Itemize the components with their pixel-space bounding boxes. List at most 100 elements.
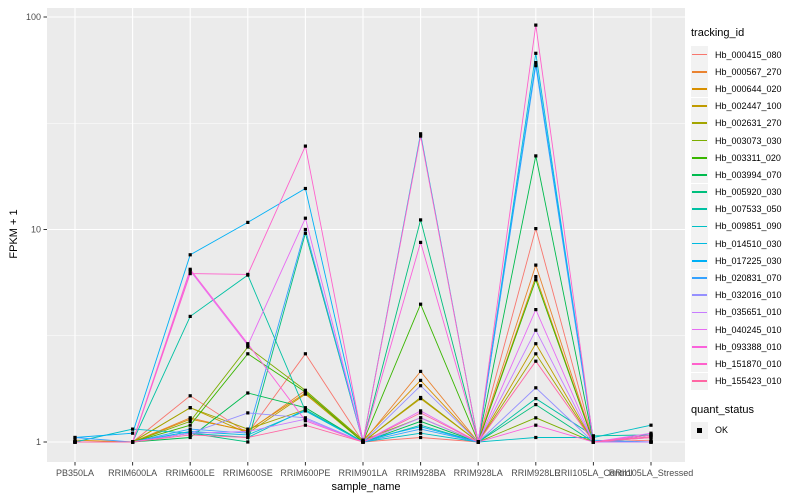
data-point	[246, 433, 250, 437]
data-point	[534, 278, 538, 282]
data-point	[534, 263, 538, 267]
data-point	[649, 435, 653, 439]
data-point	[188, 394, 192, 398]
data-point	[591, 440, 595, 444]
legend-label: OK	[715, 425, 729, 436]
data-point	[246, 431, 250, 435]
legend-item-Hb_020831_070: Hb_020831_070	[691, 269, 799, 287]
data-point	[303, 227, 307, 232]
x-tick-label: RRIM600PE	[280, 468, 330, 478]
x-tick-label: RRIM600LE	[166, 468, 215, 478]
data-point	[649, 431, 653, 435]
data-point	[591, 438, 595, 442]
data-point	[303, 423, 307, 427]
legend-label: Hb_000644_020	[715, 83, 782, 94]
x-tick-label: RRIM901LA	[338, 468, 387, 478]
x-tick-label: RRII105LA_Control	[554, 468, 632, 478]
data-point	[188, 419, 192, 423]
legend-item-Hb_003073_030: Hb_003073_030	[691, 132, 799, 150]
legend-color-items: Hb_000415_080 Hb_000567_270 Hb_000644_020 H…	[691, 46, 799, 390]
filled-square-icon	[697, 428, 702, 433]
legend-label: Hb_002631_270	[715, 118, 782, 129]
legend-item-Hb_000644_020: Hb_000644_020	[691, 80, 799, 98]
data-point	[188, 314, 192, 318]
data-point	[419, 427, 423, 431]
x-axis-title: sample_name	[331, 481, 401, 493]
data-point	[188, 427, 192, 431]
data-point	[419, 411, 423, 415]
legend-key	[691, 132, 708, 150]
legend-item-Hb_093388_010: Hb_093388_010	[691, 338, 799, 356]
data-point	[591, 435, 595, 440]
legend-key	[691, 303, 708, 321]
legend-key	[691, 372, 708, 390]
legend-label: Hb_003073_030	[715, 135, 782, 146]
legend-key	[691, 63, 708, 81]
legend-item-Hb_017225_030: Hb_017225_030	[691, 252, 799, 270]
legend-label: Hb_003994_070	[715, 169, 782, 180]
legend: tracking_id Hb_000415_080 Hb_000567_270 Hb…	[691, 27, 799, 439]
data-point	[188, 406, 192, 410]
data-point	[303, 186, 307, 191]
data-point	[188, 423, 192, 427]
legend-label: Hb_151870_010	[715, 358, 782, 369]
legend-label: Hb_003311_020	[715, 152, 781, 163]
data-point	[419, 384, 423, 388]
data-point	[246, 435, 250, 440]
legend-line-swatch	[692, 328, 707, 331]
x-tick-label: PB350LA	[56, 468, 94, 478]
y-tick-label: 1	[36, 437, 41, 447]
legend-line-swatch	[692, 225, 707, 228]
data-point	[419, 409, 423, 413]
legend-label: Hb_002447_100	[715, 101, 782, 112]
data-point	[591, 434, 595, 438]
data-point	[188, 253, 192, 257]
x-tick-label: RRIM600SE	[223, 468, 273, 478]
legend-line-swatch	[692, 277, 707, 279]
x-tick-label: RRIM600LA	[108, 468, 157, 478]
data-point	[419, 435, 423, 440]
legend-label: Hb_017225_030	[715, 255, 782, 266]
legend-key	[691, 217, 708, 235]
x-tick-label: RRIM928LA	[454, 468, 503, 478]
data-point	[73, 440, 77, 444]
data-point	[246, 342, 250, 346]
legend-line-swatch	[692, 139, 707, 142]
legend-key	[691, 200, 708, 218]
data-point	[534, 64, 538, 68]
data-point	[419, 431, 423, 435]
legend-key	[691, 269, 708, 287]
legend-label: Hb_093388_010	[715, 341, 782, 352]
data-point	[419, 395, 423, 400]
legend-item-Hb_009851_090: Hb_009851_090	[691, 217, 799, 235]
data-point	[188, 267, 192, 271]
data-point	[188, 433, 192, 437]
y-tick-label: 10	[31, 225, 41, 235]
legend-key	[691, 252, 708, 270]
legend-item-Hb_151870_010: Hb_151870_010	[691, 355, 799, 373]
data-point	[534, 227, 538, 231]
data-point	[534, 352, 538, 356]
data-point	[534, 403, 538, 407]
data-point	[246, 220, 250, 224]
data-point	[419, 378, 423, 382]
legend-line-swatch	[692, 156, 707, 159]
legend-label: Hb_007533_050	[715, 204, 782, 215]
legend-label: Hb_005920_030	[715, 187, 782, 198]
plot-panel	[47, 8, 685, 462]
legend-line-swatch	[692, 345, 707, 348]
data-point	[419, 369, 423, 373]
legend-item-Hb_040245_010: Hb_040245_010	[691, 321, 799, 339]
data-point	[188, 417, 192, 421]
data-point	[246, 345, 250, 349]
data-point	[303, 352, 307, 356]
legend-line-swatch	[692, 311, 707, 314]
legend-line-swatch	[692, 105, 707, 107]
data-point	[419, 416, 423, 420]
data-point	[188, 435, 192, 440]
data-point	[246, 440, 250, 444]
legend-label: Hb_009851_090	[715, 221, 782, 232]
legend-item-ok: OK	[691, 421, 799, 439]
legend-line-swatch	[692, 208, 707, 211]
legend-line-swatch	[692, 53, 707, 56]
